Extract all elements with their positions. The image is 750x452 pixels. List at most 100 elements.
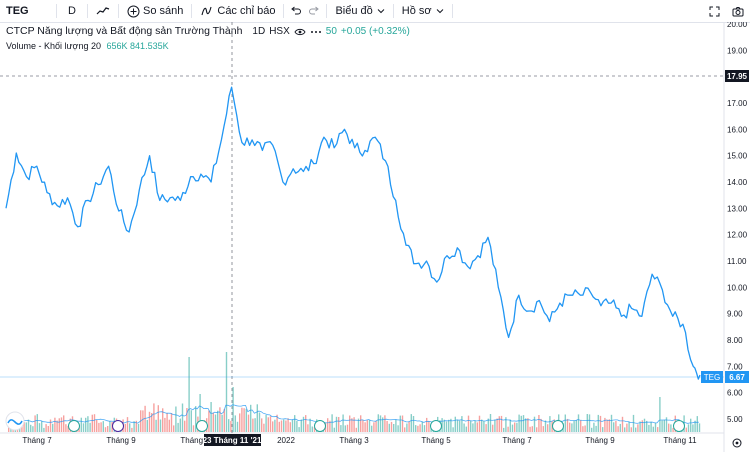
volume-bar xyxy=(214,414,217,432)
volume-bar xyxy=(641,420,643,432)
fullscreen-button[interactable] xyxy=(703,0,726,22)
volume-bar xyxy=(144,405,146,432)
volume-bar xyxy=(410,414,412,432)
volume-bar xyxy=(283,419,285,432)
volume-bar xyxy=(602,427,604,432)
volume-bar xyxy=(591,427,593,432)
fullscreen-icon xyxy=(709,6,720,16)
volume-bar xyxy=(56,420,58,432)
legend-volume-value: 656K xyxy=(106,41,128,51)
undo-icon xyxy=(291,6,302,15)
event-badges xyxy=(68,420,685,432)
x-tick-label: Tháng 7 xyxy=(22,436,52,445)
volume-bar xyxy=(382,417,384,432)
volume-bar xyxy=(82,423,85,432)
last-price-tag: 6.67 xyxy=(729,373,745,382)
price-axis: 20.0019.0018.0017.0016.0015.0014.0013.00… xyxy=(727,22,748,424)
volume-bar xyxy=(657,427,659,432)
volume-bar xyxy=(485,424,487,432)
volume-bar xyxy=(522,415,525,432)
profile-menu-button[interactable]: Hồ sơ xyxy=(396,0,450,22)
volume-bar xyxy=(639,421,641,432)
logo-wave-icon xyxy=(7,419,23,425)
volume-bar xyxy=(245,408,247,432)
volume-bar xyxy=(527,418,529,432)
interval-button[interactable]: D xyxy=(68,5,76,17)
volume-bar xyxy=(404,427,406,432)
chart-style-button[interactable] xyxy=(90,0,116,22)
volume-bar xyxy=(483,421,485,432)
volume-bar xyxy=(49,419,52,432)
volume-bar xyxy=(540,418,542,432)
screenshot-button[interactable] xyxy=(726,0,750,22)
event-badge[interactable] xyxy=(552,420,564,432)
event-badge[interactable] xyxy=(314,420,326,432)
volume-bar xyxy=(54,417,56,432)
volume-bar xyxy=(274,419,276,432)
tradingview-logo[interactable] xyxy=(5,411,25,431)
volume-bar xyxy=(650,421,652,432)
event-badge[interactable] xyxy=(673,420,685,432)
volume-bar xyxy=(96,419,98,432)
undo-button[interactable] xyxy=(286,0,305,22)
volume-bar xyxy=(692,424,694,432)
settings-button[interactable] xyxy=(732,438,742,448)
event-badge[interactable] xyxy=(112,420,124,432)
price-chart[interactable]: 20.0019.0018.0017.0016.0015.0014.0013.00… xyxy=(0,22,750,452)
toolbar-divider xyxy=(392,4,394,18)
volume-bar xyxy=(151,413,153,432)
volume-bar xyxy=(474,420,476,432)
indicators-button[interactable]: Các chỉ báo xyxy=(194,0,281,22)
volume-bar xyxy=(234,415,236,432)
legend-volume-label: Volume - Khối lượng 20 xyxy=(6,41,101,51)
volume-bar xyxy=(397,425,399,432)
chevron-down-icon xyxy=(377,9,385,14)
toolbar-divider xyxy=(326,4,328,18)
legend-volume-row: Volume - Khối lượng 20 656K 841.535K xyxy=(6,39,410,54)
volume-bar xyxy=(544,420,547,432)
volume-bar xyxy=(346,424,349,432)
compare-button[interactable]: So sánh xyxy=(121,0,189,22)
volume-bar xyxy=(610,414,613,432)
volume-bar xyxy=(690,418,692,432)
volume-bar xyxy=(465,426,467,432)
volume-bar xyxy=(606,419,608,432)
volume-bar xyxy=(401,415,404,432)
volume-bar xyxy=(43,427,45,432)
volume-bar xyxy=(199,394,201,432)
volume-bar xyxy=(566,418,569,432)
eye-icon[interactable] xyxy=(294,28,306,36)
event-badge[interactable] xyxy=(430,420,442,432)
y-tick-label: 8.00 xyxy=(727,336,743,345)
volume-bar xyxy=(509,419,511,432)
volume-bar xyxy=(252,418,254,432)
volume-bar xyxy=(450,418,452,432)
volume-bar xyxy=(329,420,331,432)
toolbar-divider xyxy=(56,4,57,18)
symbol-label[interactable]: TEG xyxy=(6,5,29,17)
volume-bar xyxy=(58,418,60,432)
volume-bar xyxy=(168,419,170,432)
volume-bar xyxy=(164,417,166,432)
volume-bar xyxy=(520,415,522,432)
chart-menu-button[interactable]: Biểu đồ xyxy=(329,0,390,22)
redo-button[interactable] xyxy=(305,0,324,22)
y-tick-label: 13.00 xyxy=(727,204,748,213)
volume-bar xyxy=(243,408,245,432)
y-tick-label: 16.00 xyxy=(727,125,748,134)
volume-bar xyxy=(173,425,175,432)
volume-bar xyxy=(327,418,329,432)
volume-bar xyxy=(390,421,393,432)
indicators-icon xyxy=(201,6,212,16)
volume-bar xyxy=(300,419,302,432)
volume-bar xyxy=(445,421,448,432)
event-badge[interactable] xyxy=(196,420,208,432)
volume-bar xyxy=(373,422,375,432)
event-badge[interactable] xyxy=(68,420,80,432)
chart-legend: CTCP Năng lượng và Bất động sản Trường T… xyxy=(6,24,410,54)
volume-bar xyxy=(335,416,338,432)
volume-bar xyxy=(296,420,298,432)
more-options-icon[interactable] xyxy=(310,30,322,34)
x-tick-label: Tháng 9 xyxy=(106,436,136,445)
volume-bar xyxy=(247,414,250,432)
